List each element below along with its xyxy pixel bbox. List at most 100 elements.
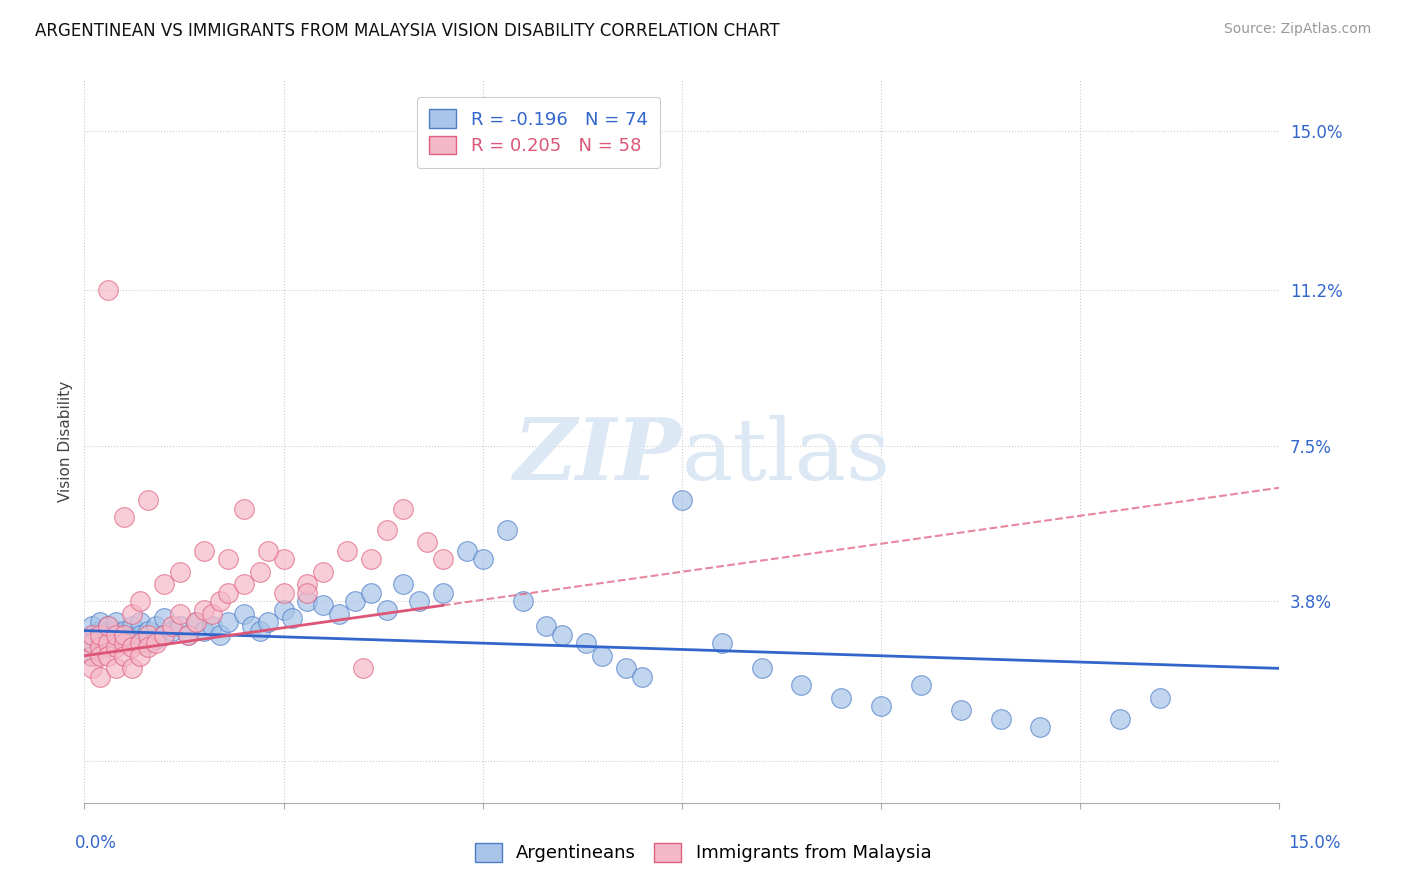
Point <box>631 670 654 684</box>
Point <box>82 648 104 663</box>
Legend: Argentineans, Immigrants from Malaysia: Argentineans, Immigrants from Malaysia <box>467 836 939 870</box>
Point <box>990 712 1012 726</box>
Point <box>112 510 135 524</box>
Legend: R = -0.196   N = 74, R = 0.205   N = 58: R = -0.196 N = 74, R = 0.205 N = 58 <box>416 96 661 168</box>
Point <box>910 678 932 692</box>
Point <box>89 615 111 630</box>
Point <box>392 577 415 591</box>
Point <box>82 628 104 642</box>
Point <box>136 640 159 655</box>
Point <box>375 523 398 537</box>
Point <box>97 619 120 633</box>
Point <box>512 594 534 608</box>
Point <box>97 632 120 646</box>
Point <box>249 565 271 579</box>
Point <box>97 640 120 655</box>
Point <box>232 577 254 591</box>
Point <box>153 577 176 591</box>
Point <box>89 632 111 646</box>
Point <box>360 586 382 600</box>
Point <box>949 703 972 717</box>
Point <box>112 628 135 642</box>
Point <box>297 594 319 608</box>
Point <box>169 607 191 621</box>
Point <box>360 552 382 566</box>
Point <box>97 619 120 633</box>
Point <box>273 552 295 566</box>
Point <box>160 624 183 638</box>
Point <box>1149 690 1171 705</box>
Point <box>256 543 278 558</box>
Point <box>89 648 111 663</box>
Point <box>217 586 239 600</box>
Point <box>177 628 200 642</box>
Point <box>121 619 143 633</box>
Point <box>145 619 167 633</box>
Text: ZIP: ZIP <box>515 414 682 498</box>
Point <box>232 607 254 621</box>
Point <box>97 283 120 297</box>
Point <box>112 636 135 650</box>
Point <box>614 661 637 675</box>
Point <box>169 619 191 633</box>
Text: Source: ZipAtlas.com: Source: ZipAtlas.com <box>1223 22 1371 37</box>
Point <box>136 636 159 650</box>
Point <box>432 586 454 600</box>
Point <box>112 648 135 663</box>
Point <box>217 552 239 566</box>
Point <box>208 594 231 608</box>
Point <box>82 636 104 650</box>
Text: atlas: atlas <box>682 415 891 498</box>
Point <box>392 501 415 516</box>
Point <box>280 611 302 625</box>
Point <box>336 543 359 558</box>
Point <box>471 552 494 566</box>
Point <box>112 636 135 650</box>
Point <box>97 628 120 642</box>
Point <box>375 602 398 616</box>
Point <box>297 577 319 591</box>
Point <box>575 636 598 650</box>
Point <box>97 648 120 663</box>
Point <box>408 594 430 608</box>
Point <box>82 636 104 650</box>
Point <box>495 523 517 537</box>
Point <box>1109 712 1132 726</box>
Point <box>416 535 439 549</box>
Point <box>671 493 693 508</box>
Point <box>82 648 104 663</box>
Point <box>160 619 183 633</box>
Point <box>82 619 104 633</box>
Point <box>82 661 104 675</box>
Point <box>352 661 374 675</box>
Point <box>129 594 152 608</box>
Point <box>105 661 128 675</box>
Point <box>89 628 111 642</box>
Point <box>177 628 200 642</box>
Point <box>169 565 191 579</box>
Point <box>232 501 254 516</box>
Point <box>312 565 335 579</box>
Point <box>129 636 152 650</box>
Y-axis label: Vision Disability: Vision Disability <box>58 381 73 502</box>
Point <box>129 628 152 642</box>
Point <box>89 624 111 638</box>
Point <box>256 615 278 630</box>
Point <box>591 648 613 663</box>
Point <box>105 615 128 630</box>
Point <box>145 632 167 646</box>
Point <box>193 543 215 558</box>
Point <box>536 619 558 633</box>
Point <box>97 636 120 650</box>
Point <box>89 640 111 655</box>
Point <box>551 628 574 642</box>
Point <box>105 640 128 655</box>
Point <box>89 640 111 655</box>
Point <box>112 628 135 642</box>
Point <box>121 661 143 675</box>
Point <box>312 599 335 613</box>
Point <box>830 690 852 705</box>
Point <box>1029 720 1052 734</box>
Point <box>89 670 111 684</box>
Point <box>193 624 215 638</box>
